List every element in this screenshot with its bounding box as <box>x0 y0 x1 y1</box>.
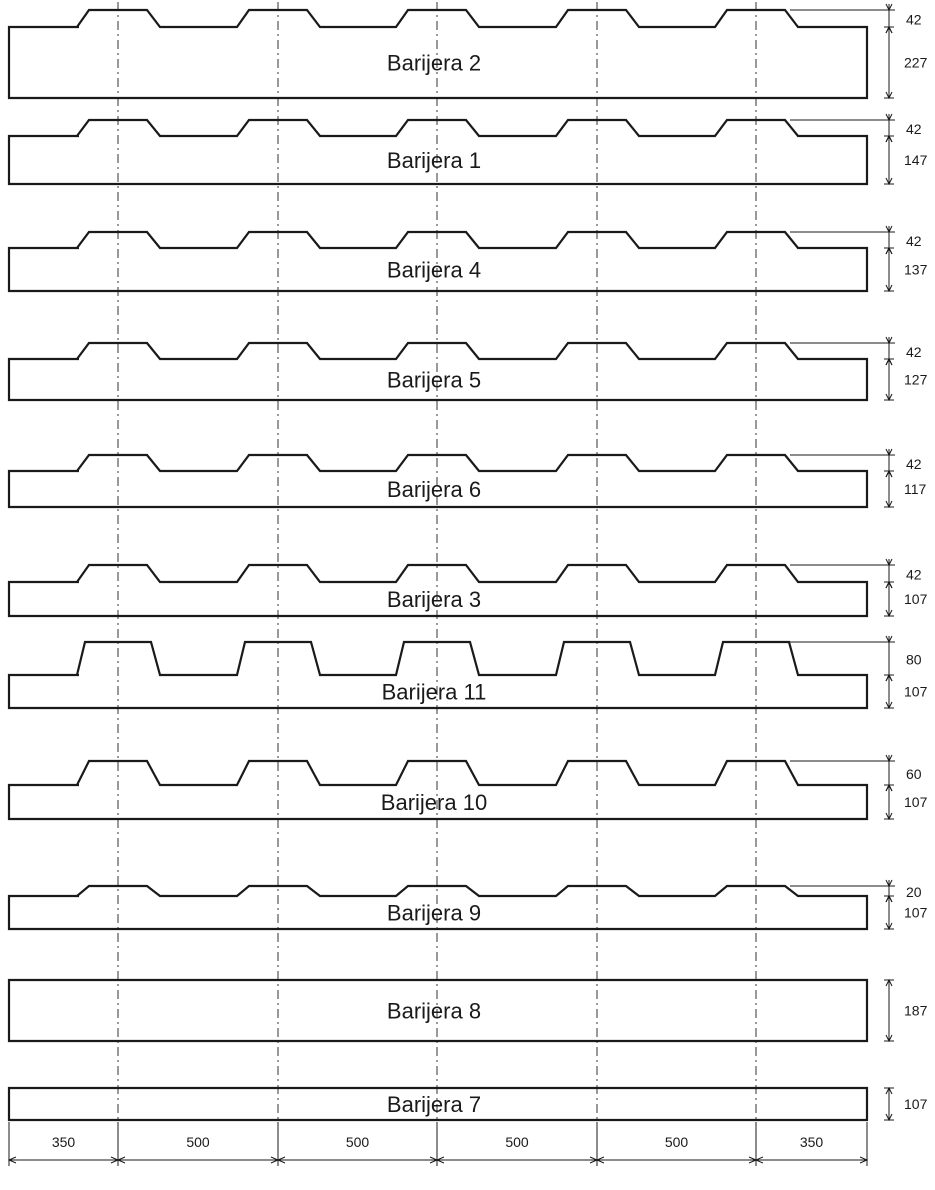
base-height-dimension: 107 <box>884 894 928 931</box>
base-height-dimension-value: 147 <box>904 152 928 168</box>
barrier-profile: Barijera 10 60 107 <box>7 754 928 821</box>
base-height-dimension-value: 187 <box>904 1003 928 1019</box>
spacing-dimension: 350 <box>754 1134 869 1164</box>
barrier-outline <box>7 341 869 402</box>
base-height-dimension: 127 <box>884 357 928 402</box>
barrier-profile: Barijera 6 42 117 <box>7 448 927 509</box>
barrier-outline <box>7 230 869 293</box>
barrier-outline <box>7 1086 869 1122</box>
barrier-label: Barijera 7 <box>387 1092 481 1117</box>
peak-height-dimension: 42 <box>885 225 922 255</box>
base-height-dimension-value: 107 <box>904 905 928 921</box>
peak-height-dimension-value: 80 <box>906 652 922 668</box>
barrier-label: Barijera 11 <box>382 680 487 705</box>
spacing-dimension: 500 <box>595 1134 758 1164</box>
base-height-dimension-value: 107 <box>904 794 928 810</box>
barrier-profile: Barijera 2 42 227 <box>7 3 928 100</box>
barrier-profile: Barijera 7 107 <box>7 1086 928 1122</box>
base-height-dimension: 107 <box>884 783 928 821</box>
barrier-outline <box>7 453 869 509</box>
peak-height-dimension-value: 42 <box>906 344 922 360</box>
barrier-profile: Barijera 3 42 107 <box>7 558 928 618</box>
base-height-dimension: 187 <box>884 978 928 1043</box>
peak-height-dimension: 42 <box>885 448 922 478</box>
barrier-label: Barijera 10 <box>381 790 487 815</box>
peak-height-dimension-value: 42 <box>906 456 922 472</box>
peak-height-dimension: 80 <box>885 635 922 682</box>
peak-height-dimension-value: 60 <box>906 766 922 782</box>
spacing-dimension: 500 <box>435 1134 599 1164</box>
spacing-value: 500 <box>665 1134 689 1150</box>
spacing-dimension: 500 <box>116 1134 280 1164</box>
base-height-dimension-value: 107 <box>904 591 928 607</box>
base-height-dimension: 227 <box>884 25 928 100</box>
base-height-dimension: 117 <box>884 469 927 509</box>
barrier-label: Barijera 1 <box>387 148 481 173</box>
peak-height-dimension: 42 <box>885 3 922 34</box>
spacing-dimension: 500 <box>276 1134 439 1164</box>
barrier-outline <box>7 563 869 618</box>
peak-height-dimension: 20 <box>885 879 922 903</box>
peak-height-dimension: 60 <box>885 754 922 792</box>
barrier-label: Barijera 9 <box>387 901 481 926</box>
base-height-dimension-value: 227 <box>904 55 928 71</box>
barrier-label: Barijera 8 <box>387 999 481 1024</box>
peak-height-dimension: 42 <box>885 558 922 589</box>
base-height-dimension-value: 137 <box>904 262 928 278</box>
base-height-dimension: 147 <box>884 134 928 186</box>
spacing-dimensions: 350 500 500 500 500 350 <box>7 1122 869 1166</box>
peak-height-dimension-value: 42 <box>906 121 922 137</box>
centerlines <box>117 2 757 1160</box>
barrier-profile: Barijera 4 42 137 <box>7 225 928 293</box>
spacing-value: 500 <box>346 1134 370 1150</box>
base-height-dimension: 137 <box>884 246 928 293</box>
spacing-dimension: 350 <box>7 1134 120 1164</box>
peak-height-dimension-value: 42 <box>906 567 922 583</box>
barrier-outline <box>7 884 869 931</box>
base-height-dimension-value: 117 <box>904 481 927 497</box>
barrier-label: Barijera 3 <box>387 587 481 612</box>
peak-height-dimension-value: 20 <box>906 884 922 900</box>
barrier-profile: Barijera 8 187 <box>7 978 928 1043</box>
barrier-outline <box>7 759 869 821</box>
barrier-profile: Barijera 5 42 127 <box>7 336 928 402</box>
spacing-value: 350 <box>52 1134 76 1150</box>
peak-height-dimension: 42 <box>885 113 922 143</box>
spacing-value: 500 <box>186 1134 210 1150</box>
barrier-label: Barijera 4 <box>387 258 481 283</box>
base-height-dimension-value: 107 <box>904 1096 928 1112</box>
base-height-dimension: 107 <box>884 1086 928 1122</box>
barrier-outline <box>7 118 869 186</box>
base-height-dimension-value: 107 <box>904 684 928 700</box>
barrier-label: Barijera 2 <box>387 51 481 76</box>
barrier-profile: Barijera 1 42 147 <box>7 113 928 186</box>
base-height-dimension: 107 <box>884 673 928 710</box>
base-height-dimension: 107 <box>884 580 928 618</box>
spacing-value: 500 <box>505 1134 529 1150</box>
barrier-outline <box>7 978 869 1043</box>
peak-height-dimension: 42 <box>885 336 922 366</box>
barrier-outline <box>7 640 869 710</box>
base-height-dimension-value: 127 <box>904 372 928 388</box>
spacing-value: 350 <box>800 1134 824 1150</box>
barrier-profile: Barijera 11 80 107 <box>7 635 928 710</box>
barrier-label: Barijera 5 <box>387 368 481 393</box>
barrier-profile: Barijera 9 20 107 <box>7 879 928 931</box>
peak-height-dimension-value: 42 <box>906 12 922 28</box>
barrier-outline <box>7 8 869 100</box>
barrier-profiles: Barijera 2 42 227 Barijera 1 42 147 Barijera 4… <box>7 3 928 1122</box>
peak-height-dimension-value: 42 <box>906 233 922 249</box>
barrier-label: Barijera 6 <box>387 477 481 502</box>
